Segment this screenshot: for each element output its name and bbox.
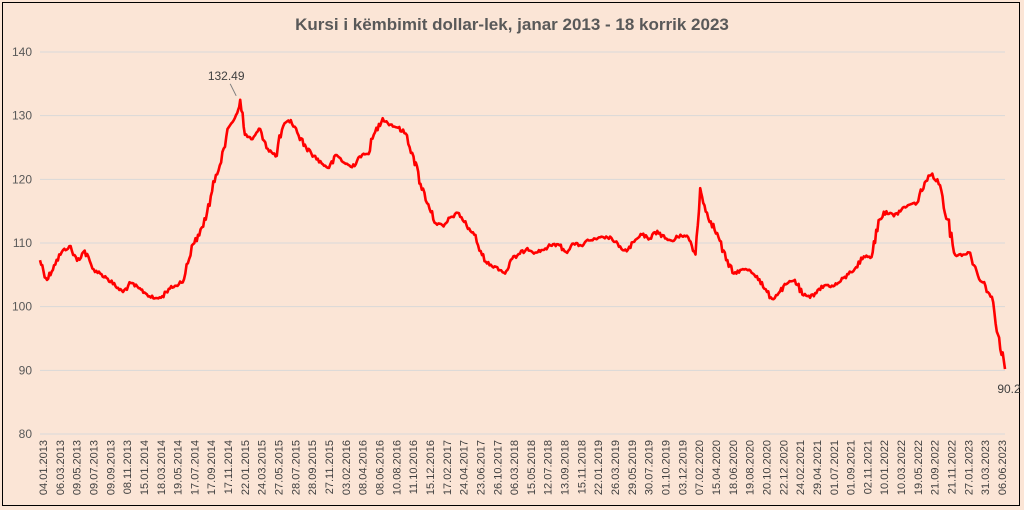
x-tick-label: 29.04.2021 [812, 440, 824, 495]
x-tick-label: 06.06.2023 [997, 440, 1009, 495]
x-tick-label: 09.07.2013 [88, 440, 100, 495]
x-tick-label: 15.04.2020 [711, 440, 723, 495]
x-tick-label: 09.05.2013 [72, 440, 84, 495]
y-tick-label: 90 [19, 363, 33, 377]
x-tick-label: 19.05.2014 [173, 440, 185, 495]
x-tick-label: 29.05.2019 [627, 440, 639, 495]
x-tick-label: 21.09.2022 [930, 440, 942, 495]
x-tick-label: 10.01.2022 [879, 440, 891, 495]
x-tick-label: 17.07.2014 [189, 440, 201, 495]
x-axis-ticks: 04.01.2013 06.03.2013 09.05.2013 09.07.2013… [38, 440, 1009, 495]
x-tick-label: 03.12.2019 [677, 440, 689, 495]
x-tick-label: 21.11.2022 [947, 440, 959, 494]
annotations: 132.49 90.2 [208, 69, 1021, 396]
x-tick-label: 28.09.2015 [307, 440, 319, 495]
x-tick-label: 19.05.2022 [913, 440, 925, 495]
x-tick-label: 02.11.2021 [862, 440, 874, 494]
x-tick-label: 22.01.2015 [240, 440, 252, 495]
x-tick-label: 22.01.2019 [593, 440, 605, 495]
series-layer [38, 98, 1007, 370]
x-tick-label: 17.02.2017 [442, 440, 454, 495]
x-tick-label: 10.03.2022 [896, 440, 908, 495]
x-tick-label: 27.11.2015 [324, 440, 336, 494]
x-tick-label: 27.01.2023 [963, 440, 975, 495]
y-tick-label: 140 [12, 45, 32, 59]
peak-annotation: 132.49 [208, 69, 245, 83]
x-tick-label: 24.02.2021 [795, 440, 807, 495]
y-tick-label: 100 [12, 300, 32, 314]
x-tick-label: 11.10.2016 [408, 440, 420, 494]
x-tick-label: 01.10.2019 [661, 440, 673, 495]
y-tick-label: 80 [19, 427, 33, 441]
x-tick-label: 24.04.2017 [459, 440, 471, 495]
x-tick-label: 01.09.2021 [846, 440, 858, 495]
x-tick-label: 06.03.2013 [55, 440, 67, 495]
gridlines [40, 51, 1005, 435]
x-tick-label: 07.02.2020 [694, 440, 706, 495]
x-tick-label: 20.10.2020 [761, 440, 773, 495]
x-tick-label: 31.03.2023 [980, 440, 992, 495]
y-axis-ticks: 80 90 100 110 120 130 140 [12, 45, 32, 441]
x-tick-label: 18.03.2014 [156, 440, 168, 495]
x-tick-label: 23.06.2017 [475, 440, 487, 495]
x-tick-label: 26.03.2019 [610, 440, 622, 495]
x-tick-label: 28.07.2015 [290, 440, 302, 495]
x-tick-label: 19.08.2020 [745, 440, 757, 495]
series-line [38, 98, 1007, 370]
x-tick-label: 15.12.2016 [425, 440, 437, 495]
x-tick-label: 10.08.2016 [391, 440, 403, 495]
x-tick-label: 06.03.2018 [509, 440, 521, 495]
x-tick-label: 04.01.2013 [38, 440, 50, 495]
x-tick-label: 15.05.2018 [526, 440, 538, 495]
x-tick-label: 03.02.2016 [341, 440, 353, 495]
x-tick-label: 15.11.2018 [576, 440, 588, 494]
x-tick-label: 17.09.2014 [206, 440, 218, 495]
x-tick-label: 17.11.2014 [223, 440, 235, 494]
x-tick-label: 12.07.2018 [543, 440, 555, 495]
x-tick-label: 01.07.2021 [829, 440, 841, 495]
x-tick-label: 18.06.2020 [728, 440, 740, 495]
chart-title: Kursi i këmbimit dollar-lek, janar 2013 … [295, 15, 729, 34]
annotation-leader [229, 83, 237, 97]
x-tick-label: 24.03.2015 [257, 440, 269, 495]
x-tick-label: 27.05.2015 [274, 440, 286, 495]
x-tick-label: 09.09.2013 [105, 440, 117, 495]
x-tick-label: 08.11.2013 [122, 440, 134, 494]
x-tick-label: 22.12.2020 [778, 440, 790, 495]
x-tick-label: 15.01.2014 [139, 440, 151, 495]
y-tick-label: 110 [13, 236, 32, 250]
x-tick-label: 08.04.2016 [358, 440, 370, 495]
x-tick-label: 08.06.2016 [374, 440, 386, 495]
latest-value-annotation: 90.2 [997, 382, 1021, 396]
x-tick-label: 26.10.2017 [492, 440, 504, 495]
y-tick-label: 120 [12, 172, 32, 186]
x-tick-label: 30.07.2019 [644, 440, 656, 495]
x-tick-label: 13.09.2018 [560, 440, 572, 495]
y-tick-label: 130 [12, 109, 32, 123]
